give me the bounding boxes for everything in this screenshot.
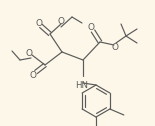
Text: HN: HN bbox=[75, 81, 89, 90]
Text: O: O bbox=[58, 17, 64, 25]
Text: O: O bbox=[88, 24, 95, 33]
Text: O: O bbox=[26, 50, 33, 58]
Text: O: O bbox=[35, 19, 42, 27]
Text: O: O bbox=[29, 71, 36, 80]
Text: O: O bbox=[111, 43, 119, 53]
